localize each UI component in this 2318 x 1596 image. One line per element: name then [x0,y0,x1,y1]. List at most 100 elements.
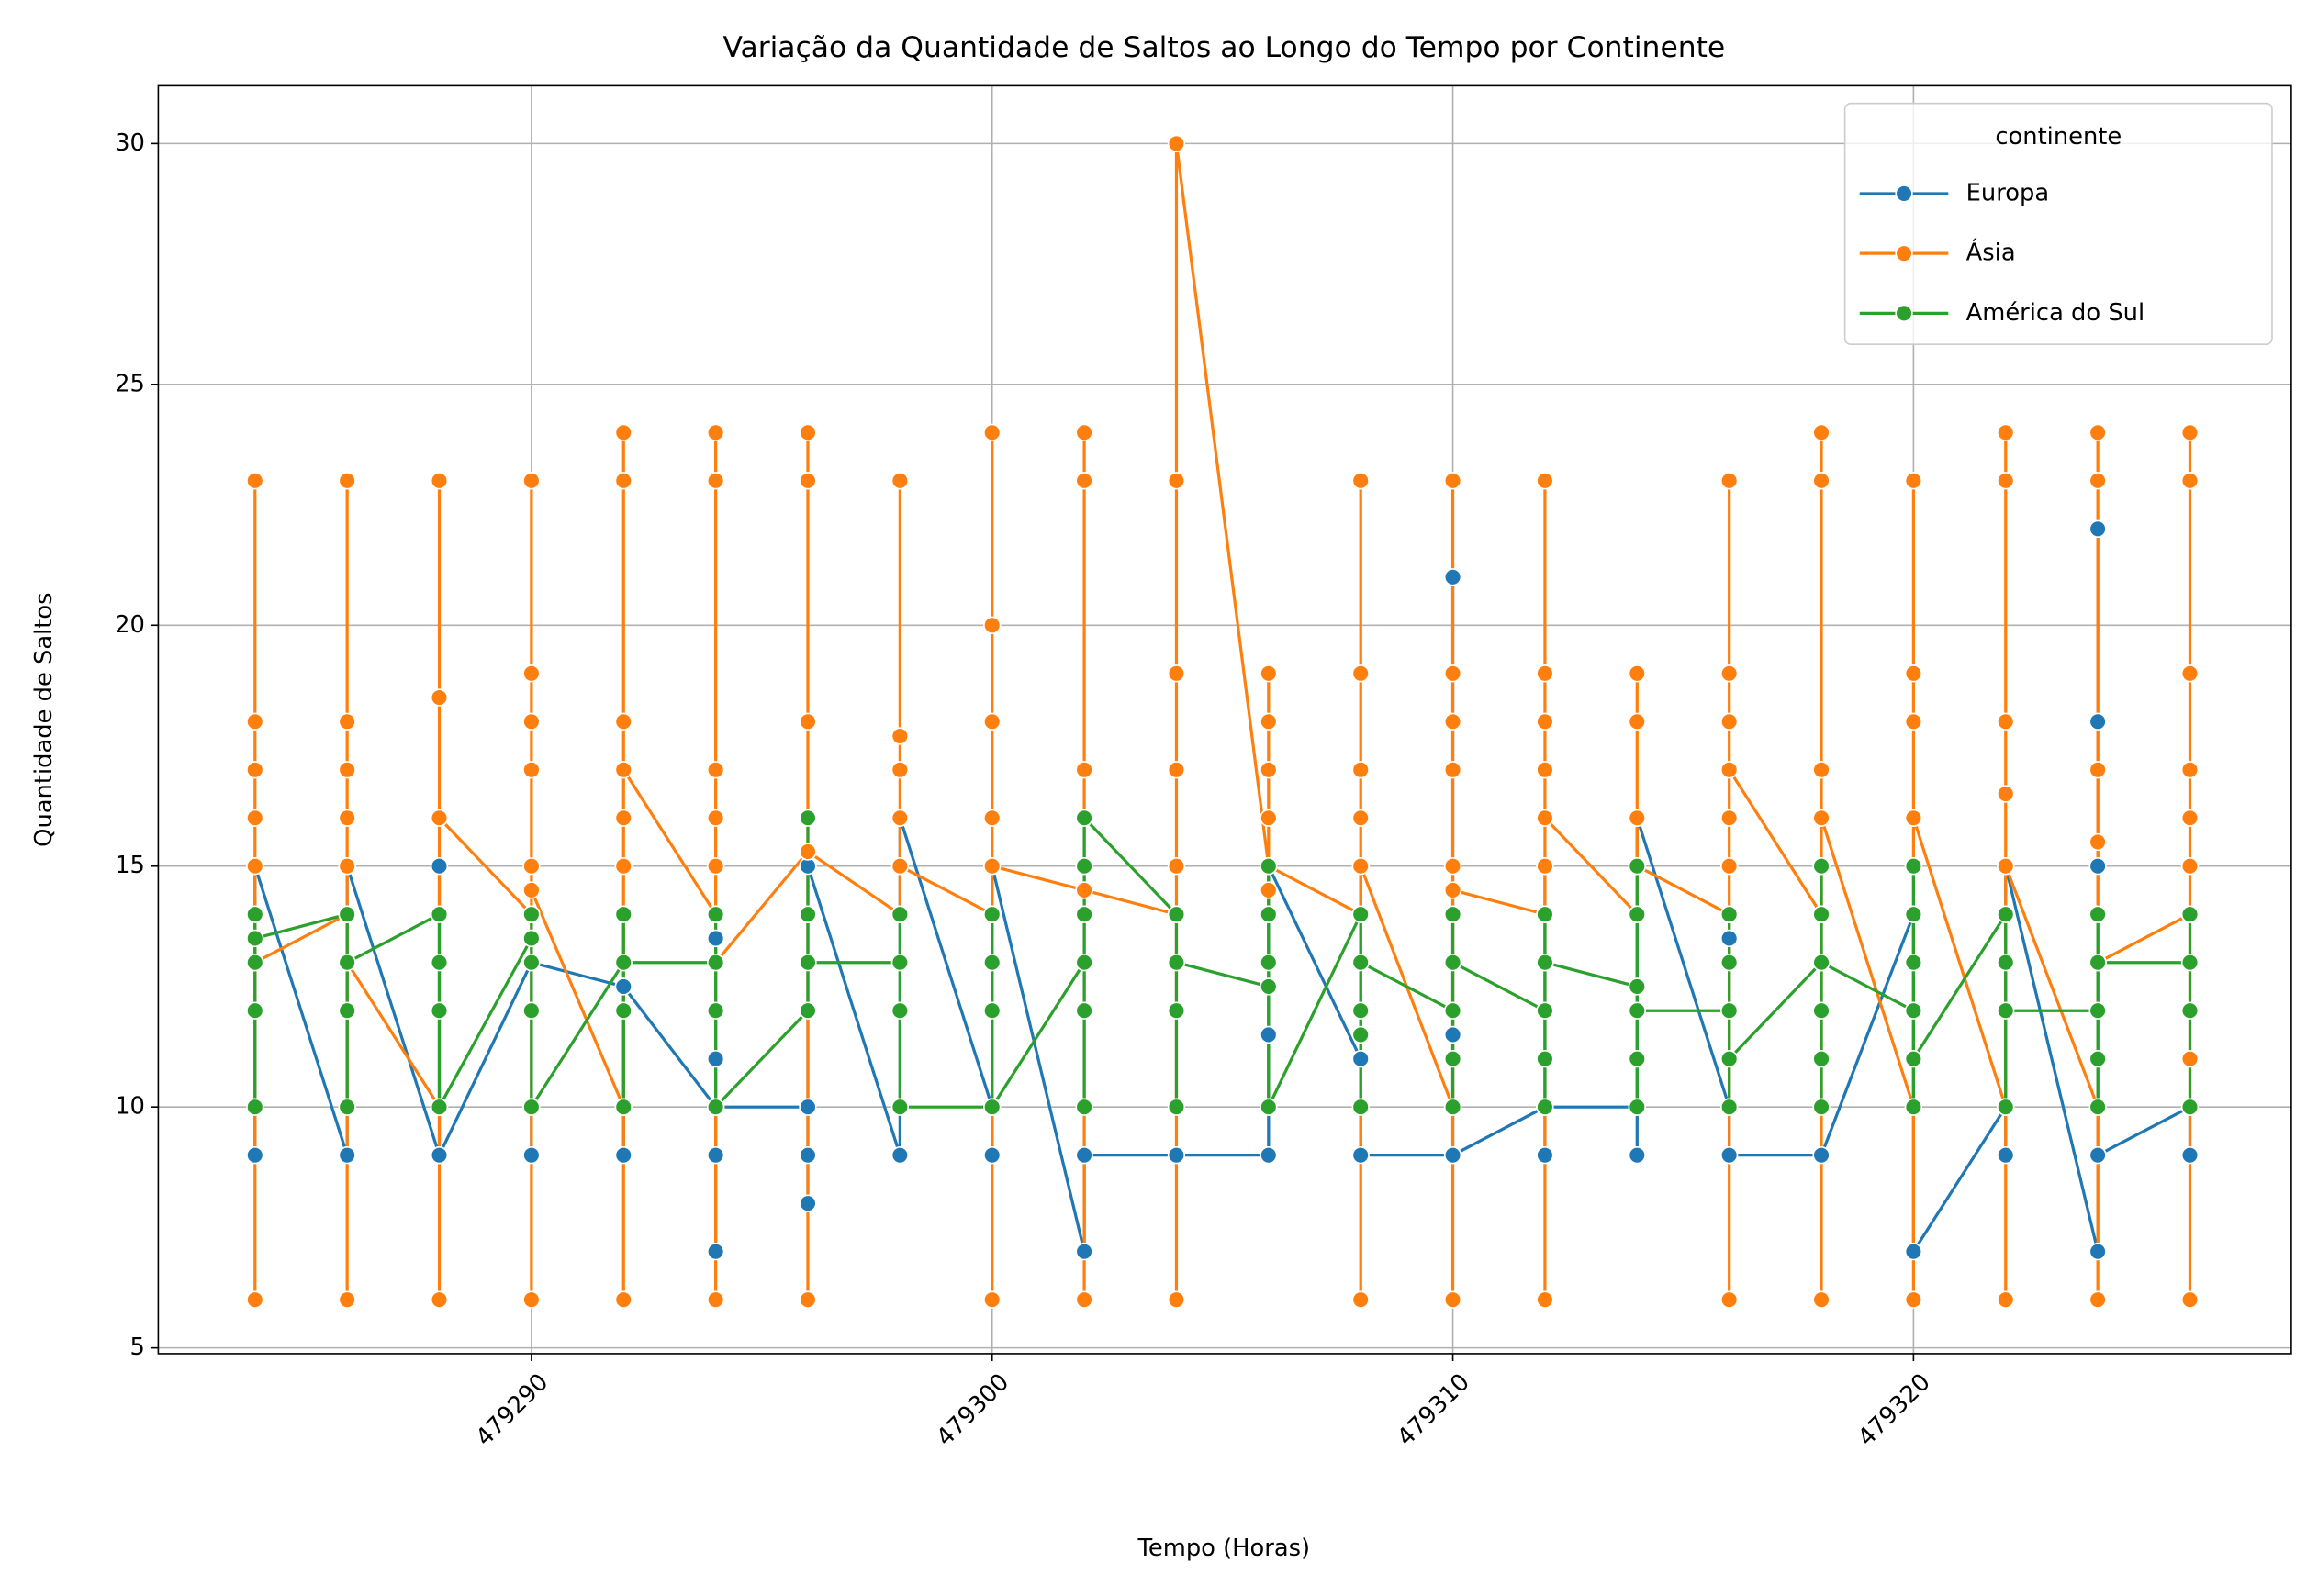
point [2088,761,2107,779]
point [1443,1001,1462,1020]
point [1720,472,1739,490]
point [1812,857,1831,876]
point [983,616,1002,634]
point [338,1001,356,1020]
point [1904,472,1923,490]
point [1351,472,1370,490]
point [1812,1050,1831,1068]
point [890,857,910,876]
point [338,1098,356,1116]
point [1443,954,1462,972]
point [522,1290,541,1309]
point [1536,1146,1554,1165]
point [1904,905,1923,923]
point [799,809,817,827]
point [522,1146,541,1165]
point [2180,472,2200,490]
point [1167,472,1186,490]
point [1812,761,1831,779]
point [1443,761,1462,779]
legend-marker [1895,244,1913,262]
point [2088,857,2107,876]
point [2180,809,2200,827]
point [1536,1290,1554,1309]
point [799,423,817,441]
point [2180,1290,2200,1309]
point [1260,809,1278,827]
point [614,761,633,779]
point [983,712,1002,731]
point [430,688,449,707]
point [1351,1025,1370,1044]
point [430,857,449,876]
point [1536,1098,1554,1116]
point [1720,1001,1739,1020]
point [799,954,817,972]
point [799,1098,817,1116]
point [1351,1146,1370,1165]
point [983,905,1002,923]
point [1720,954,1739,972]
point [983,1001,1002,1020]
point [1904,1242,1923,1261]
point [1443,905,1462,923]
point [1536,1001,1554,1020]
point [1260,1098,1278,1116]
point [246,761,264,779]
point [430,905,449,923]
legend-label: América do Sul [1966,299,2145,327]
point [1720,1146,1739,1165]
point [983,857,1002,876]
point [430,1290,449,1309]
legend-marker [1895,184,1913,203]
point [1443,1098,1462,1116]
point [614,712,633,731]
point [1260,977,1278,996]
point [1260,881,1278,899]
point [246,857,264,876]
point [246,1098,264,1116]
point [706,954,725,972]
point [1443,1050,1462,1068]
point [246,472,264,490]
point [2180,1146,2200,1165]
point [1812,423,1831,441]
point [1260,954,1278,972]
point [1997,905,2015,923]
point [338,1290,356,1309]
point [614,954,633,972]
point [1260,761,1278,779]
point [1167,1290,1186,1309]
legend-box [1843,102,2273,345]
point [1812,1146,1831,1165]
point [1628,857,1646,876]
point [706,1050,725,1068]
point [983,1098,1002,1116]
point [1720,712,1739,731]
point [614,1001,633,1020]
point [2088,905,2107,923]
point [983,954,1002,972]
point [1075,1001,1093,1020]
point [1536,761,1554,779]
point [1351,1290,1370,1309]
point [1260,1146,1278,1165]
point [1351,1001,1370,1020]
point [2088,1290,2107,1309]
point [2180,857,2200,876]
point [338,954,356,972]
point [1075,905,1093,923]
point [1351,664,1370,683]
point [1443,881,1462,899]
point [1997,712,2015,731]
point [1628,1001,1646,1020]
point [1628,1146,1646,1165]
point [522,954,541,972]
point [1997,472,2015,490]
point [1628,1098,1646,1116]
point [1167,954,1186,972]
point [1167,134,1186,153]
point [706,423,725,441]
point [1628,809,1646,827]
point [1720,761,1739,779]
